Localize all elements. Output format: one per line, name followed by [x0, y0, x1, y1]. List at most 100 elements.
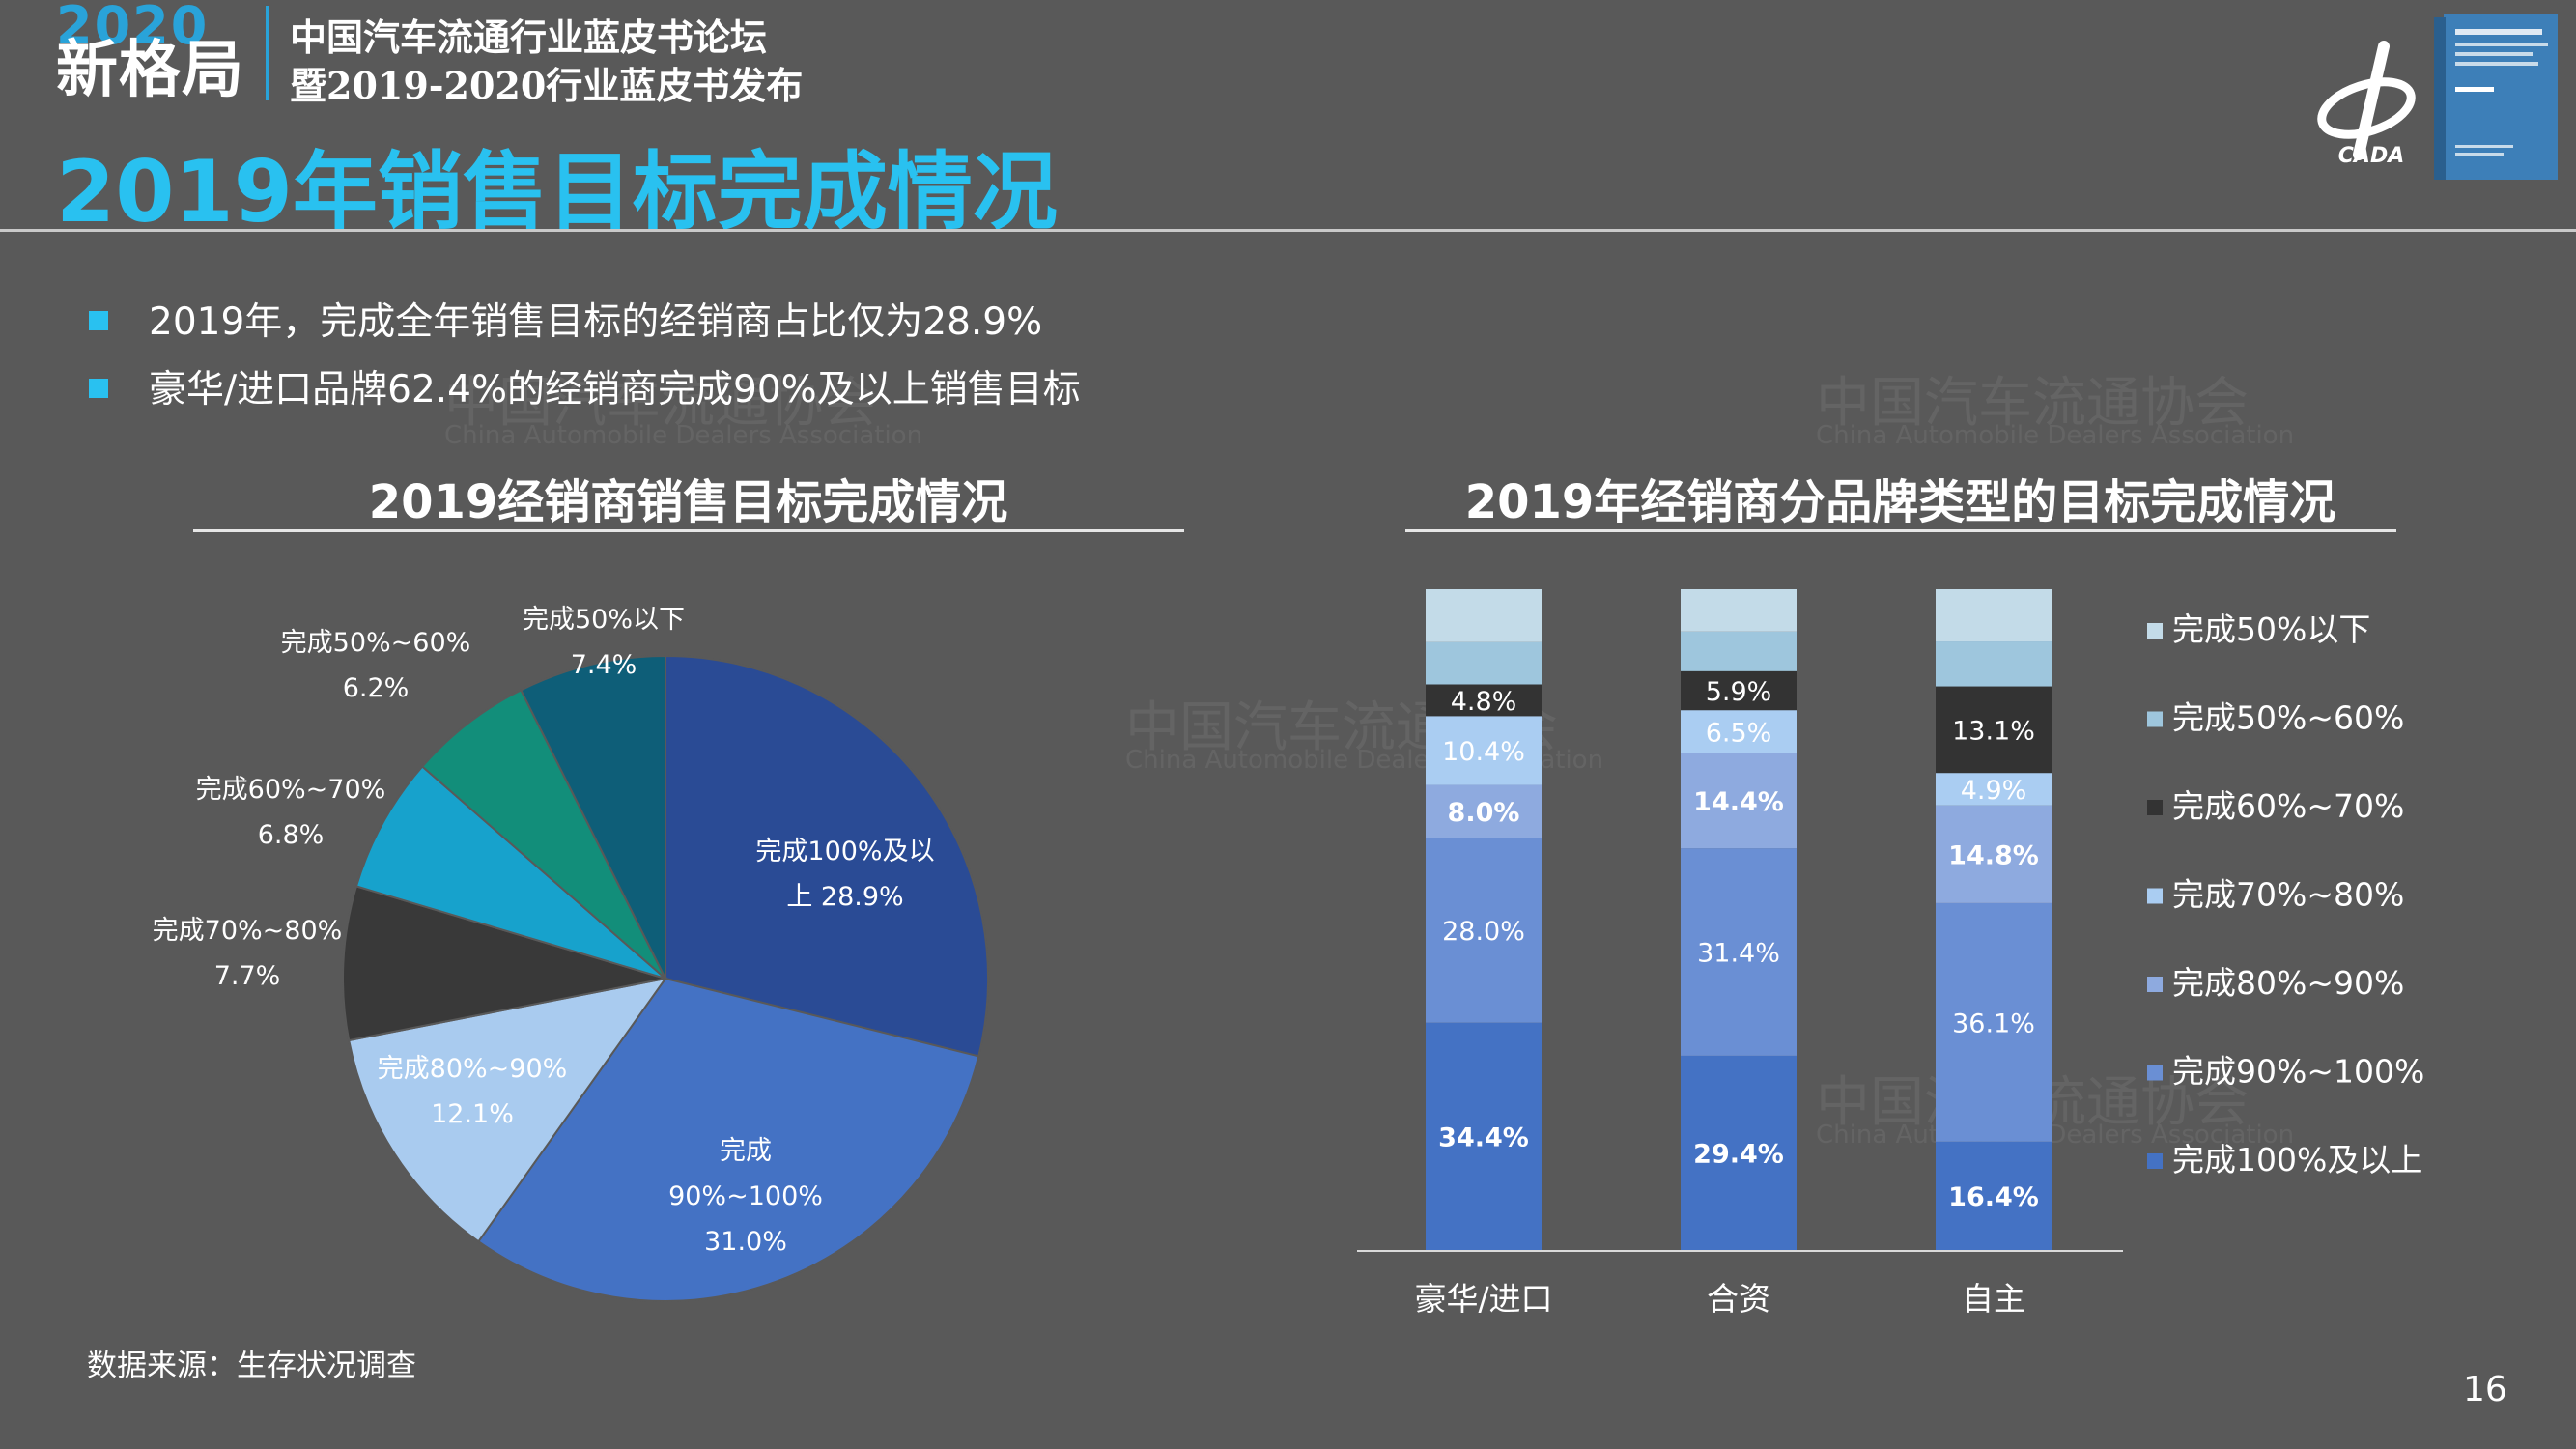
- pie-slice: [477, 977, 980, 1302]
- legend-swatch: [2147, 888, 2163, 904]
- stacked-bar-chart: 34.4% 28.0% 8.0% 10.4% 4.8% 豪华/进口 29.4% 31.4% 14…: [1357, 589, 2424, 1318]
- pie-slice: [348, 977, 668, 1243]
- x-tick-label: 豪华/进口: [1414, 1280, 1552, 1318]
- legend-label: 完成100%及以上: [2172, 1141, 2422, 1179]
- bar-value-label: 6.5%: [1706, 718, 1772, 748]
- bullet-square-icon: [89, 378, 108, 398]
- pie-slice-label: 90%~100%: [668, 1181, 823, 1211]
- bar-value-label: 31.4%: [1697, 939, 1780, 969]
- forum-title-line2: 暨2019-2020行业蓝皮书发布: [290, 64, 804, 107]
- bar-segment: [1936, 773, 2052, 806]
- bar-value-label: 28.0%: [1442, 917, 1525, 947]
- pie-value-label: 7.4%: [571, 650, 637, 680]
- legend-swatch: [2147, 711, 2163, 727]
- bluebook-cover-icon: [2434, 14, 2558, 180]
- cada-logo-icon: CADA: [2317, 41, 2416, 168]
- legend-swatch: [2147, 800, 2163, 815]
- bar-segment: [1681, 670, 1797, 711]
- bar-segment: [1426, 784, 1542, 838]
- bar-value-label: 14.4%: [1693, 787, 1784, 817]
- bar-title-underline: [1405, 529, 2396, 532]
- pie-slice: [665, 654, 989, 1058]
- legend-swatch: [2147, 1153, 2163, 1169]
- page-number: 16: [2463, 1370, 2507, 1409]
- bar-chart-title: 2019年经销商分品牌类型的目标完成情况: [1464, 475, 2336, 529]
- bar-segment: [1681, 710, 1797, 753]
- bar-value-label: 16.4%: [1948, 1182, 2039, 1212]
- x-tick-label: 合资: [1707, 1280, 1770, 1318]
- watermark-subtext: China Automobile Dealers Association: [1816, 1121, 2295, 1150]
- legend-label: 完成70%~80%: [2172, 876, 2404, 914]
- legend-label: 完成60%~70%: [2172, 787, 2404, 825]
- bar-segment: [1426, 716, 1542, 785]
- bar-segment: [1936, 589, 2052, 642]
- pie-chart: 完成100%及以上 28.9% 完成 90%~100% 31.0% 完成80%~90% 1…: [153, 605, 989, 1302]
- pie-value-label: 12.1%: [431, 1099, 514, 1129]
- bar-value-label: 29.4%: [1693, 1139, 1784, 1169]
- bar-segment: [1936, 805, 2052, 903]
- bullet-text: 2019年，完成全年销售目标的经销商占比仅为28.9%: [149, 300, 1043, 344]
- bullet-point: 2019年，完成全年销售目标的经销商占比仅为28.9%: [89, 292, 1042, 346]
- pie-title-underline: [193, 529, 1184, 532]
- bar-segment: [1426, 641, 1542, 685]
- bar-value-label: 34.4%: [1438, 1122, 1529, 1152]
- pie-slice-label: 完成: [720, 1136, 772, 1166]
- bar-segment: [1936, 902, 2052, 1142]
- bar-segment: [1681, 1055, 1797, 1250]
- bullet-square-icon: [89, 310, 108, 330]
- bar-segment: [1681, 848, 1797, 1056]
- bar-segment: [1426, 838, 1542, 1023]
- pie-value-label: 6.8%: [258, 820, 325, 850]
- header-divider: [266, 6, 269, 100]
- legend-label: 完成90%~100%: [2172, 1053, 2424, 1091]
- legend-label: 完成50%以下: [2172, 611, 2370, 648]
- pie-value-label: 上 28.9%: [786, 882, 903, 912]
- bar-value-label: 4.9%: [1961, 776, 2027, 806]
- page-title: 2019年销售目标完成情况: [56, 142, 1058, 242]
- pie-slice-label: 完成60%~70%: [196, 775, 386, 805]
- bar-segment: [1681, 753, 1797, 849]
- bar-segment: [1681, 589, 1797, 632]
- pie-value-label: 7.7%: [214, 961, 281, 991]
- legend-swatch: [2147, 1065, 2163, 1081]
- legend-label: 完成80%~90%: [2172, 964, 2404, 1002]
- bar-value-label: 10.4%: [1442, 737, 1525, 767]
- pie-slice-label: 完成100%及以: [755, 837, 934, 867]
- pie-chart-title: 2019经销商销售目标完成情况: [368, 475, 1008, 529]
- pie-slice-label: 完成50%~60%: [281, 628, 471, 658]
- event-logo-text: 新格局: [56, 35, 244, 106]
- bar-value-label: 4.8%: [1451, 687, 1517, 717]
- bullet-text: 豪华/进口品牌62.4%的经销商完成90%及以上销售目标: [149, 368, 1081, 412]
- cada-logo-text: CADA: [2338, 144, 2404, 168]
- pie-value-label: 31.0%: [704, 1227, 787, 1257]
- bar-segment: [1426, 684, 1542, 717]
- pie-slice: [354, 765, 666, 980]
- data-source-note: 数据来源：生存状况调查: [87, 1349, 416, 1383]
- watermark-text: 中国汽车流通协会: [1816, 372, 2249, 435]
- legend-swatch: [2147, 977, 2163, 992]
- pie-slice: [420, 689, 666, 980]
- pie-slice: [520, 654, 666, 980]
- bullet-point: 豪华/进口品牌62.4%的经销商完成90%及以上销售目标: [89, 359, 1081, 413]
- bar-value-label: 8.0%: [1448, 798, 1520, 828]
- bar-value-label: 5.9%: [1706, 677, 1772, 707]
- bar-segment: [1681, 631, 1797, 671]
- forum-title-line1: 中国汽车流通行业蓝皮书论坛: [290, 15, 768, 59]
- bar-segment: [1426, 589, 1542, 642]
- bar-value-label: 36.1%: [1952, 1009, 2035, 1038]
- legend-label: 完成50%~60%: [2172, 699, 2404, 737]
- watermark-subtext: China Automobile Dealers Association: [1816, 421, 2295, 450]
- bar-segment: [1426, 1022, 1542, 1250]
- watermark-subtext: China Automobile Dealers Association: [444, 421, 923, 450]
- pie-slice-label: 完成70%~80%: [153, 916, 343, 946]
- title-divider: [0, 229, 2576, 232]
- bar-value-label: 13.1%: [1952, 716, 2035, 746]
- bar-segment: [1936, 1141, 2052, 1250]
- bar-segment: [1936, 641, 2052, 687]
- pie-slice-label: 完成80%~90%: [378, 1054, 568, 1084]
- bar-segment: [1936, 686, 2052, 774]
- x-tick-label: 自主: [1962, 1280, 2025, 1318]
- pie-slice-label: 完成50%以下: [523, 605, 685, 635]
- watermark-text: 中国汽车流通协会: [444, 372, 877, 435]
- pie-value-label: 6.2%: [343, 673, 410, 703]
